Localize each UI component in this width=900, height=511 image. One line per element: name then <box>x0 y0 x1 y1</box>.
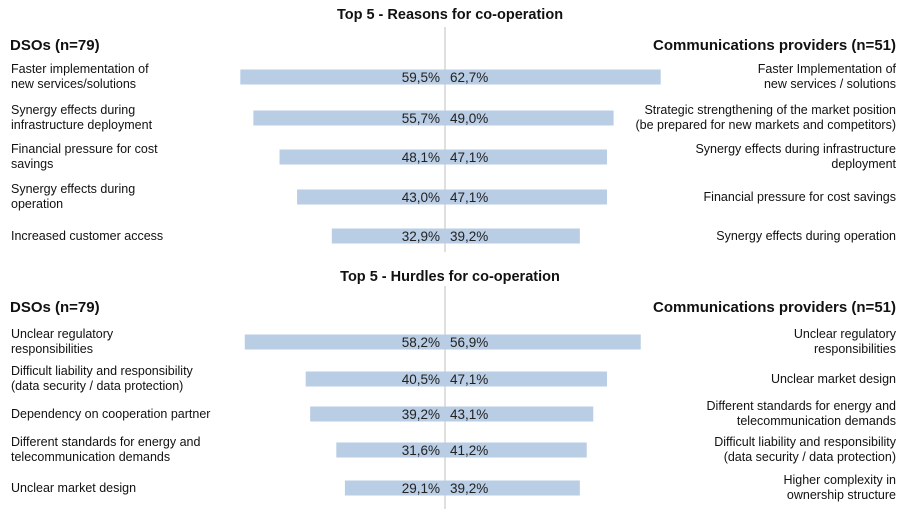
right-value-label: 43,1% <box>450 407 488 422</box>
right-category-label: Synergy effects during infrastructure de… <box>695 142 896 171</box>
right-category-label: Faster Implementation of new services / … <box>757 62 896 91</box>
reasons-chart: Top 5 - Reasons for co-operation DSOs (n… <box>0 0 900 255</box>
chart-title: Top 5 - Reasons for co-operation <box>336 7 564 23</box>
right-bar <box>445 69 661 85</box>
right-category-label: Unclear regulatory responsibilities <box>793 327 896 356</box>
left-bar <box>240 69 445 85</box>
left-category-label: Dependency on cooperation partner <box>11 406 211 421</box>
right-bar <box>445 149 608 165</box>
right-group-header: Communications providers (n=51) <box>653 37 896 54</box>
right-bar <box>445 406 594 422</box>
left-group-header: DSOs (n=79) <box>10 37 100 54</box>
right-value-label: 47,1% <box>450 372 488 387</box>
left-category-label: Synergy effects during operation <box>11 182 136 211</box>
left-value-label: 48,1% <box>402 150 440 165</box>
left-value-label: 58,2% <box>402 335 440 350</box>
right-category-label: Synergy effects during operation <box>716 228 896 243</box>
bars-area: 58,2% 40,5% 39,2% 31,6% 29,1% 56,9% 47,1% 43,1%… <box>244 286 641 509</box>
left-bar <box>344 480 445 496</box>
left-category-label: Unclear regulatory responsibilities <box>11 327 114 356</box>
left-category-label: Synergy effects during infrastructure de… <box>11 103 153 132</box>
left-category-label: Different standards for energy and telec… <box>11 435 201 464</box>
right-value-label: 39,2% <box>450 481 488 496</box>
left-category-label: Unclear market design <box>11 480 137 495</box>
left-value-label: 59,5% <box>402 70 440 85</box>
left-bar <box>336 442 445 458</box>
left-bar <box>244 334 445 350</box>
right-value-label: 49,0% <box>450 111 488 126</box>
left-value-label: 31,6% <box>402 443 440 458</box>
right-bar <box>445 189 608 205</box>
left-value-label: 29,1% <box>402 481 440 496</box>
right-value-label: 47,1% <box>450 150 488 165</box>
left-value-label: 43,0% <box>402 190 440 205</box>
left-bar <box>310 406 445 422</box>
right-bar <box>445 334 641 350</box>
right-group-header: Communications providers (n=51) <box>653 299 896 316</box>
left-category-label: Faster implementation of new services/so… <box>11 62 149 91</box>
right-bar <box>445 371 608 387</box>
left-bar <box>297 189 445 205</box>
chart-title: Top 5 - Hurdles for co-operation <box>340 269 560 285</box>
left-bar <box>305 371 445 387</box>
left-value-label: 39,2% <box>402 407 440 422</box>
right-bar <box>445 480 580 496</box>
left-group-header: DSOs (n=79) <box>10 299 100 316</box>
right-value-label: 47,1% <box>450 190 488 205</box>
right-category-label: Different standards for energy and telec… <box>706 399 896 428</box>
left-category-label: Financial pressure for cost savings <box>11 142 158 171</box>
right-value-label: 41,2% <box>450 443 488 458</box>
right-category-label: Financial pressure for cost savings <box>703 189 896 204</box>
left-bar <box>253 110 445 126</box>
right-category-label: Strategic strengthening of the market po… <box>635 103 896 132</box>
hurdles-chart: Top 5 - Hurdles for co-operation DSOs (n… <box>0 262 900 511</box>
right-value-label: 39,2% <box>450 229 488 244</box>
bars-area: 59,5% 55,7% 48,1% 43,0% 32,9% 62,7% 49,0% 47,1%… <box>240 27 661 252</box>
right-bar <box>445 110 614 126</box>
left-category-label: Increased customer access <box>11 228 164 243</box>
left-value-label: 55,7% <box>402 111 440 126</box>
right-category-label: Unclear market design <box>770 371 896 386</box>
right-bar <box>445 228 580 244</box>
right-value-label: 62,7% <box>450 70 488 85</box>
right-value-label: 56,9% <box>450 335 488 350</box>
left-value-label: 32,9% <box>402 229 440 244</box>
right-category-label: Difficult liability and responsibility (… <box>714 435 896 464</box>
right-category-label: Higher complexity in ownership structure <box>783 473 896 502</box>
left-bar <box>331 228 445 244</box>
left-category-label: Difficult liability and responsibility (… <box>11 364 193 393</box>
left-value-label: 40,5% <box>402 372 440 387</box>
left-bar <box>279 149 445 165</box>
right-bar <box>445 442 587 458</box>
